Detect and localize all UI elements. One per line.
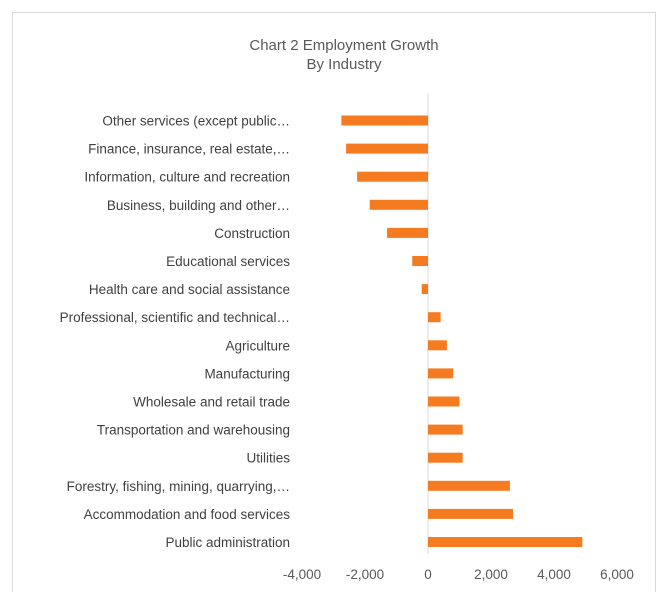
category-label: Educational services bbox=[166, 254, 290, 269]
x-tick-label: 6,000 bbox=[600, 567, 634, 582]
bar bbox=[428, 452, 463, 463]
bar bbox=[428, 508, 514, 519]
category-label: Manufacturing bbox=[204, 366, 290, 381]
category-label: Wholesale and retail trade bbox=[133, 395, 290, 410]
category-label: Professional, scientific and technical… bbox=[60, 310, 290, 325]
bar bbox=[428, 424, 463, 435]
bar bbox=[428, 340, 447, 351]
bar bbox=[346, 143, 428, 154]
category-label: Agriculture bbox=[225, 338, 290, 353]
category-label: Construction bbox=[214, 226, 290, 241]
bar bbox=[428, 312, 441, 323]
category-label: Health care and social assistance bbox=[89, 282, 290, 297]
bar bbox=[412, 256, 428, 266]
bar bbox=[341, 115, 428, 126]
chart-frame: Chart 2 Employment Growth By Industry Ot… bbox=[12, 12, 656, 592]
x-tick-label: 2,000 bbox=[474, 567, 508, 582]
chart-subtitle: By Industry bbox=[306, 56, 382, 73]
bar bbox=[428, 480, 510, 491]
category-label: Transportation and warehousing bbox=[97, 423, 290, 438]
category-label: Accommodation and food services bbox=[84, 507, 291, 522]
x-tick-label: -2,000 bbox=[346, 567, 384, 582]
bar bbox=[428, 537, 583, 547]
category-label: Utilities bbox=[246, 451, 290, 466]
category-label: Information, culture and recreation bbox=[84, 170, 290, 185]
bar bbox=[357, 171, 428, 182]
bar bbox=[387, 227, 428, 238]
x-tick-label: -4,000 bbox=[283, 567, 321, 582]
x-axis-ticks: -4,000 -2,000 0 2,000 4,000 6,000 bbox=[283, 567, 634, 582]
bar bbox=[428, 396, 460, 407]
category-label: Forestry, fishing, mining, quarrying,… bbox=[67, 479, 290, 494]
category-label: Public administration bbox=[165, 535, 290, 550]
chart-title: Chart 2 Employment Growth bbox=[249, 37, 438, 54]
x-tick-label: 0 bbox=[424, 567, 432, 582]
category-label: Finance, insurance, real estate,… bbox=[88, 142, 290, 157]
bar bbox=[421, 284, 428, 295]
category-label: Business, building and other… bbox=[107, 198, 290, 213]
bar-chart: Chart 2 Employment Growth By Industry Ot… bbox=[60, 37, 634, 582]
category-label: Other services (except public… bbox=[102, 114, 290, 129]
bar bbox=[369, 199, 428, 210]
bars-layer: Other services (except public… Finance, i… bbox=[60, 114, 583, 550]
bar bbox=[428, 368, 454, 379]
x-tick-label: 4,000 bbox=[537, 567, 571, 582]
